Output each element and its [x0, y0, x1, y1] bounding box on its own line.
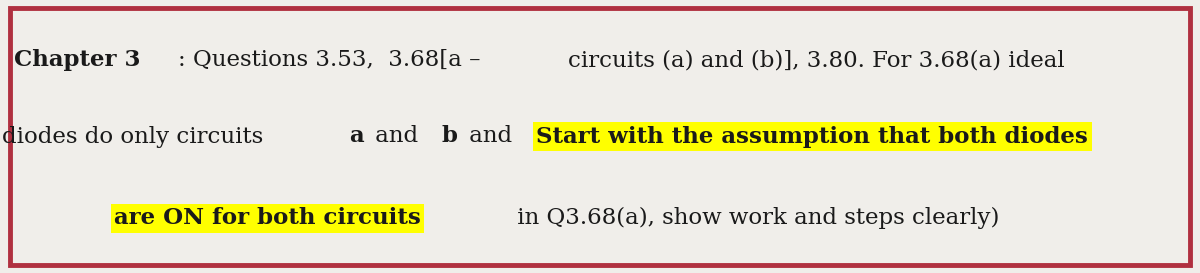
- Text: diodes do only circuits: diodes do only circuits: [2, 126, 271, 147]
- Text: are ON for both circuits: are ON for both circuits: [114, 207, 421, 229]
- Text: and: and: [462, 126, 520, 147]
- Text: and: and: [367, 126, 425, 147]
- Text: Chapter 3: Chapter 3: [14, 49, 140, 71]
- Text: : Questions 3.53,  3.68[a –: : Questions 3.53, 3.68[a –: [178, 49, 480, 71]
- Text: in Q3.68(a), show work and steps clearly): in Q3.68(a), show work and steps clearly…: [510, 207, 1000, 229]
- Text: a: a: [349, 126, 364, 147]
- Text: b: b: [442, 126, 457, 147]
- Text: Start with the assumption that both diodes: Start with the assumption that both diod…: [536, 126, 1088, 147]
- Text: circuits (a) and (b)], 3.80. For 3.68(a) ideal: circuits (a) and (b)], 3.80. For 3.68(a)…: [568, 49, 1064, 71]
- FancyBboxPatch shape: [10, 8, 1190, 265]
